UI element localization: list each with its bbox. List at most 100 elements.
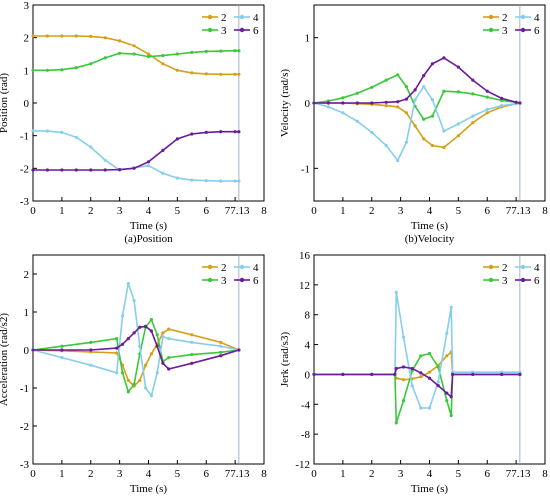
- legend-marker-3: [207, 277, 213, 283]
- x-tick-label: 77.13: [225, 468, 250, 480]
- x-tick-label: 1: [340, 205, 346, 217]
- data-point-6: [396, 100, 400, 104]
- data-point-6: [126, 337, 130, 341]
- data-point-2: [430, 143, 434, 148]
- data-point-3: [341, 96, 345, 100]
- x-tick-label: 5: [175, 468, 181, 480]
- data-point-6: [155, 344, 159, 348]
- legend: 2 4 3 6: [483, 262, 540, 287]
- data-point-4: [404, 140, 408, 144]
- legend-label-2: 2: [221, 262, 227, 274]
- data-point-3: [237, 49, 241, 53]
- data-point-6: [436, 384, 440, 388]
- data-point-6: [132, 166, 136, 170]
- data-point-2: [175, 68, 179, 72]
- data-point-6: [60, 168, 64, 172]
- data-point-6: [115, 346, 119, 350]
- data-point-4: [445, 331, 449, 335]
- data-point-3: [167, 356, 171, 360]
- data-point-2: [427, 370, 432, 374]
- legend-label-3: 3: [502, 275, 508, 287]
- data-point-2: [103, 36, 107, 40]
- y-tick-label: -2: [20, 421, 29, 433]
- data-point-4: [60, 130, 64, 134]
- data-point-3: [471, 92, 475, 96]
- data-point-3: [132, 382, 136, 386]
- data-point-6: [312, 372, 316, 376]
- data-point-3: [404, 85, 408, 89]
- legend-label-6: 6: [534, 25, 540, 37]
- y-tick-label: 16: [299, 250, 311, 262]
- data-point-6: [422, 74, 426, 78]
- data-point-6: [393, 372, 397, 376]
- legend: 2 4 3 6: [202, 262, 259, 287]
- data-point-4: [219, 179, 223, 183]
- legend-label-6: 6: [534, 275, 540, 287]
- data-point-2: [471, 121, 475, 125]
- data-point-2: [204, 72, 208, 76]
- legend-marker-3: [488, 27, 494, 33]
- y-tick-label: 0: [305, 369, 311, 381]
- data-point-2: [442, 145, 446, 149]
- data-point-4: [190, 340, 194, 344]
- data-point-3: [384, 78, 388, 82]
- data-point-6: [161, 361, 165, 365]
- x-tick-label: 6: [485, 468, 491, 480]
- data-point-2: [115, 351, 119, 355]
- data-point-4: [204, 179, 208, 183]
- data-point-3: [126, 390, 130, 394]
- data-point-4: [485, 107, 489, 112]
- data-point-6: [144, 324, 148, 328]
- data-point-6: [456, 65, 460, 69]
- data-point-4: [413, 98, 417, 102]
- series-line-4: [314, 292, 520, 409]
- data-point-6: [518, 372, 522, 376]
- series-line-6: [33, 325, 240, 370]
- x-tick-label: 8: [261, 468, 267, 480]
- legend-marker-4: [239, 14, 245, 20]
- data-point-4: [430, 98, 434, 102]
- x-tick-label: 77.13: [225, 205, 250, 217]
- data-point-3: [449, 413, 453, 418]
- x-tick-label: 6: [204, 205, 210, 217]
- data-point-2: [445, 354, 449, 358]
- y-tick-label: 4: [305, 340, 311, 352]
- data-point-6: [404, 97, 408, 101]
- data-point-3: [120, 371, 125, 375]
- legend-marker-6: [239, 277, 245, 283]
- x-tick-label: 0: [311, 468, 317, 480]
- data-point-4: [126, 281, 130, 286]
- data-point-3: [89, 340, 93, 344]
- data-point-4: [451, 370, 455, 374]
- legend-label-4: 4: [534, 12, 540, 24]
- x-tick-label: 1: [59, 468, 65, 480]
- legend-label-4: 4: [534, 262, 540, 274]
- data-point-6: [237, 348, 241, 352]
- data-point-3: [419, 354, 423, 358]
- data-point-2: [31, 34, 35, 38]
- legend-label-3: 3: [502, 25, 508, 37]
- data-point-6: [355, 101, 359, 105]
- data-point-6: [175, 137, 179, 141]
- data-point-6: [31, 348, 35, 352]
- data-point-6: [118, 168, 122, 172]
- legend: 2 4 3 6: [483, 12, 540, 37]
- data-point-4: [149, 394, 153, 398]
- data-point-4: [167, 337, 171, 341]
- data-point-3: [115, 337, 119, 341]
- x-tick-label: 2: [369, 468, 375, 480]
- data-point-6: [89, 348, 93, 352]
- x-tick-label: 4: [427, 468, 433, 480]
- data-point-4: [394, 290, 398, 294]
- data-point-4: [500, 104, 504, 108]
- data-point-2: [161, 62, 165, 66]
- y-tick-label: 2: [24, 269, 30, 281]
- data-point-3: [45, 68, 50, 72]
- x-tick-label: 3: [117, 205, 123, 217]
- data-point-4: [427, 406, 432, 410]
- data-point-2: [190, 71, 194, 75]
- data-point-2: [219, 72, 223, 76]
- series-line-4: [313, 85, 521, 163]
